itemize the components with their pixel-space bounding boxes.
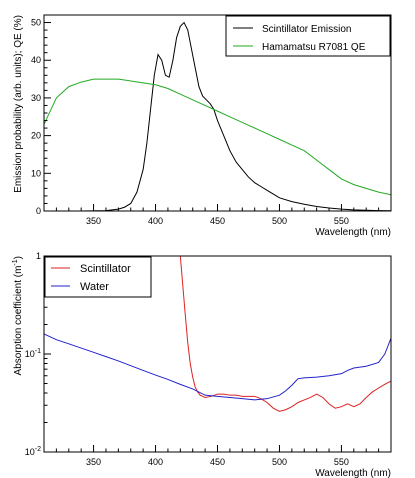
y-tick-label: 30 xyxy=(31,93,41,103)
legend-box xyxy=(44,256,152,298)
y-tick-label: 20 xyxy=(31,131,41,141)
y-tick-label: 50 xyxy=(31,18,41,28)
x-tick-label: 350 xyxy=(86,457,101,467)
y-axis-label: Emission probability (arb. units); QE (%… xyxy=(13,15,24,193)
legend-box xyxy=(225,15,391,57)
series-line-1 xyxy=(44,78,391,196)
y-axis-label: Absorption coefficient (m-1) xyxy=(12,256,24,375)
x-tick-label: 400 xyxy=(148,216,163,226)
x-tick-label: 450 xyxy=(210,457,225,467)
y-tick-label: 0 xyxy=(36,206,41,216)
y-tick-label: 10-2 xyxy=(25,446,41,457)
x-tick-label: 550 xyxy=(334,457,349,467)
y-tick-exponent: -2 xyxy=(35,446,41,453)
x-tick-label: 400 xyxy=(148,457,163,467)
x-tick-label: 450 xyxy=(210,216,225,226)
series-line-0 xyxy=(44,21,391,211)
y-axis-label-close: ) xyxy=(13,256,24,259)
x-axis-label: Wavelength (nm) xyxy=(315,227,391,238)
series-line-0 xyxy=(179,256,391,412)
x-tick-label: 500 xyxy=(272,216,287,226)
y-tick-label: 10-1 xyxy=(25,348,41,359)
y-tick-base: 10 xyxy=(25,447,35,457)
y-tick-base: 10 xyxy=(25,349,35,359)
legend-entry-0: Scintillator Emission xyxy=(262,24,351,35)
x-axis-label: Wavelength (nm) xyxy=(315,468,391,478)
legend-entry-1: Hamamatsu R7081 QE xyxy=(262,42,366,53)
legend-entry-0: Scintillator xyxy=(80,263,131,275)
legend: Scintillator Water xyxy=(44,256,152,298)
y-tick-label: 1 xyxy=(36,251,41,261)
x-tick-label: 550 xyxy=(334,216,349,226)
y-tick-label: 40 xyxy=(31,55,41,65)
x-tick-label: 500 xyxy=(272,457,287,467)
series-line-1 xyxy=(44,333,391,401)
x-tick-label: 350 xyxy=(86,216,101,226)
y-tick-exponent: -1 xyxy=(35,348,41,355)
y-tick-label: 10 xyxy=(31,168,41,178)
y-axis-label-exponent: -1 xyxy=(12,259,19,265)
legend: Scintillator Emission Hamamatsu R7081 QE xyxy=(225,15,391,57)
y-axis-label-text: Absorption coefficient (m xyxy=(13,266,24,376)
legend-entry-1: Water xyxy=(80,281,109,293)
y-tick-base: 1 xyxy=(36,251,41,261)
